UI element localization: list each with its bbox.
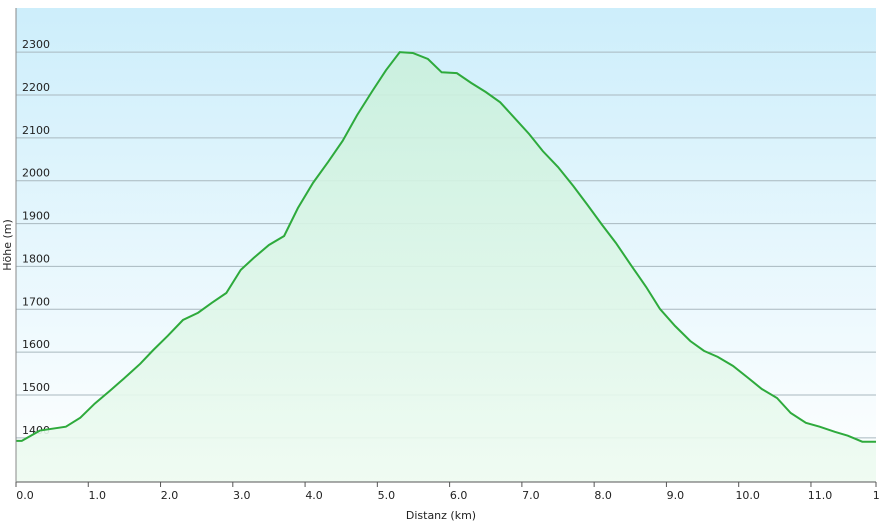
y-tick-label: 1900 bbox=[22, 210, 50, 223]
y-tick-label: 2200 bbox=[22, 81, 50, 94]
x-tick-label: 6.0 bbox=[450, 489, 468, 502]
y-tick-label: 1700 bbox=[22, 295, 50, 308]
x-tick-label: 2.0 bbox=[161, 489, 179, 502]
line bbox=[16, 51, 876, 443]
x-tick-label: 5.0 bbox=[378, 489, 396, 502]
x-tick-label: 0.0 bbox=[16, 489, 34, 502]
y-tick-label: 1600 bbox=[22, 338, 50, 351]
x-tick-label: 8.0 bbox=[594, 489, 612, 502]
y-tick-label: 2100 bbox=[22, 124, 50, 137]
x-tick-label: 7.0 bbox=[522, 489, 540, 502]
y-tick-label: 1500 bbox=[22, 381, 50, 394]
y-axis-label: Höhe (m) bbox=[1, 219, 14, 271]
x-tick-label: 10.0 bbox=[735, 489, 760, 502]
x-tick-label: 11.0 bbox=[808, 489, 833, 502]
x-axis-label: Distanz (km) bbox=[406, 509, 476, 522]
x-tick-label: 9.0 bbox=[667, 489, 685, 502]
area-fill bbox=[16, 52, 876, 483]
x-tick-label: 11.9 bbox=[873, 489, 880, 502]
x-tick-label: 3.0 bbox=[233, 489, 251, 502]
x-tick-label: 4.0 bbox=[305, 489, 323, 502]
x-tick-label: 1.0 bbox=[89, 489, 107, 502]
y-tick-label: 2000 bbox=[22, 167, 50, 180]
y-tick-label: 2300 bbox=[22, 38, 50, 51]
y-tick-label: 1800 bbox=[22, 252, 50, 265]
